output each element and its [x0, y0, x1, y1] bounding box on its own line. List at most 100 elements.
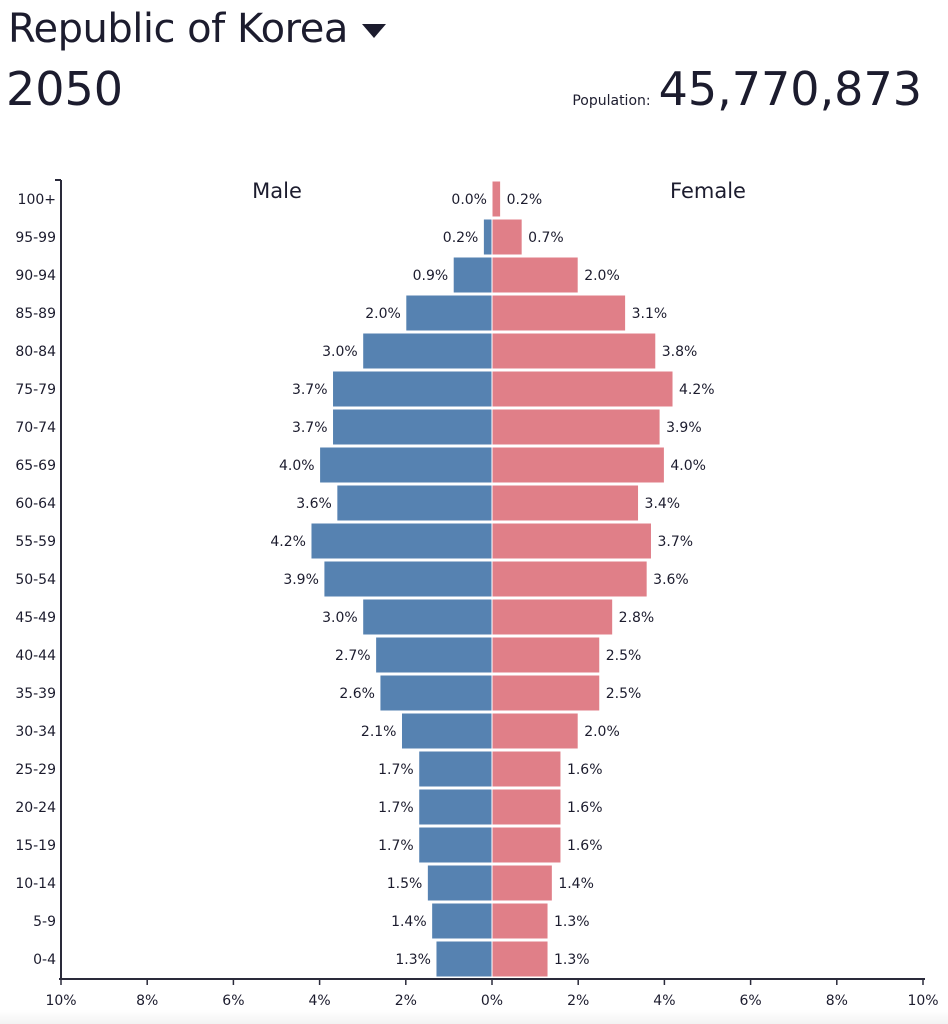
country-name: Republic of Korea: [8, 6, 348, 52]
population-value: 45,770,873: [658, 62, 922, 116]
label-male-60-64: 3.6%: [296, 496, 332, 512]
bar-male-95-99: [482, 218, 493, 256]
label-male-65-69: 4.0%: [279, 458, 315, 474]
caret-down-icon: [361, 24, 386, 38]
bar-female-10-14: [491, 864, 553, 902]
label-female-10-14: 1.4%: [558, 876, 594, 892]
x-tick-label: 8%: [136, 993, 158, 1009]
bar-female-15-19: [491, 826, 562, 864]
label-female-5-9: 1.3%: [554, 914, 590, 930]
bar-male-75-79: [332, 370, 493, 408]
bar-female-25-29: [491, 750, 562, 788]
label-female-55-59: 3.7%: [657, 534, 693, 550]
bar-female-30-34: [491, 712, 579, 750]
label-female-70-74: 3.9%: [666, 420, 702, 436]
x-tick-label: 4%: [653, 993, 675, 1009]
x-tick-label: 2%: [567, 993, 589, 1009]
population-label: Population:: [572, 93, 651, 109]
age-label-55-59: 55-59: [15, 534, 56, 550]
age-label-40-44: 40-44: [15, 648, 56, 664]
age-label-65-69: 65-69: [15, 458, 56, 474]
label-male-75-79: 3.7%: [292, 382, 328, 398]
label-male-45-49: 3.0%: [322, 610, 358, 626]
bar-female-65-69: [491, 446, 665, 484]
age-label-100+: 100+: [18, 192, 56, 208]
x-tick-label: 0%: [481, 993, 503, 1009]
label-male-40-44: 2.7%: [335, 648, 371, 664]
label-male-25-29: 1.7%: [378, 762, 414, 778]
label-male-15-19: 1.7%: [378, 838, 414, 854]
bar-female-40-44: [491, 636, 601, 674]
bar-female-70-74: [491, 408, 661, 446]
age-label-25-29: 25-29: [15, 762, 56, 778]
label-male-30-34: 2.1%: [361, 724, 397, 740]
bar-male-40-44: [375, 636, 493, 674]
label-female-50-54: 3.6%: [653, 572, 689, 588]
label-male-50-54: 3.9%: [283, 572, 319, 588]
age-label-95-99: 95-99: [15, 230, 56, 246]
age-label-80-84: 80-84: [15, 344, 56, 360]
label-female-95-99: 0.7%: [528, 230, 564, 246]
x-tick-label: 6%: [739, 993, 761, 1009]
age-label-85-89: 85-89: [15, 306, 56, 322]
bar-female-90-94: [491, 256, 579, 294]
x-tick-label: 10%: [907, 993, 938, 1009]
label-male-0-4: 1.3%: [395, 952, 431, 968]
bar-male-85-89: [405, 294, 493, 332]
label-female-80-84: 3.8%: [662, 344, 698, 360]
label-male-35-39: 2.6%: [339, 686, 375, 702]
age-label-50-54: 50-54: [15, 572, 56, 588]
bar-female-50-54: [491, 560, 648, 598]
population-summary: Population: 45,770,873: [572, 62, 922, 116]
footer-strip: [0, 1010, 948, 1024]
bar-female-45-49: [491, 598, 614, 636]
year-label: 2050: [6, 62, 124, 116]
label-female-40-44: 2.5%: [606, 648, 642, 664]
age-label-10-14: 10-14: [15, 876, 56, 892]
label-male-85-89: 2.0%: [365, 306, 401, 322]
bar-male-10-14: [426, 864, 493, 902]
age-label-35-39: 35-39: [15, 686, 56, 702]
bar-male-5-9: [431, 902, 493, 940]
x-tick-label: 4%: [308, 993, 330, 1009]
label-male-90-94: 0.9%: [413, 268, 449, 284]
legend-female: Female: [670, 179, 746, 203]
bar-male-35-39: [379, 674, 493, 712]
bar-female-85-89: [491, 294, 627, 332]
age-label-45-49: 45-49: [15, 610, 56, 626]
bar-male-70-74: [332, 408, 493, 446]
age-label-75-79: 75-79: [15, 382, 56, 398]
bar-female-95-99: [491, 218, 523, 256]
label-female-25-29: 1.6%: [567, 762, 603, 778]
country-selector[interactable]: Republic of Korea: [8, 6, 386, 52]
bar-female-100+: [491, 180, 502, 218]
bar-female-80-84: [491, 332, 657, 370]
label-female-30-34: 2.0%: [584, 724, 620, 740]
age-label-0-4: 0-4: [33, 952, 56, 968]
label-male-80-84: 3.0%: [322, 344, 358, 360]
bar-male-60-64: [336, 484, 493, 522]
label-female-100+: 0.2%: [507, 192, 543, 208]
age-label-20-24: 20-24: [15, 800, 56, 816]
age-label-5-9: 5-9: [33, 914, 56, 930]
label-female-20-24: 1.6%: [567, 800, 603, 816]
bar-male-20-24: [418, 788, 493, 826]
bar-male-25-29: [418, 750, 493, 788]
label-male-10-14: 1.5%: [387, 876, 423, 892]
bar-male-0-4: [435, 940, 493, 978]
bar-male-50-54: [323, 560, 493, 598]
label-female-15-19: 1.6%: [567, 838, 603, 854]
label-male-100+: 0.0%: [451, 192, 487, 208]
bar-male-30-34: [400, 712, 493, 750]
bar-male-65-69: [319, 446, 493, 484]
age-label-90-94: 90-94: [15, 268, 56, 284]
label-female-0-4: 1.3%: [554, 952, 590, 968]
label-female-35-39: 2.5%: [606, 686, 642, 702]
label-female-90-94: 2.0%: [584, 268, 620, 284]
label-female-45-49: 2.8%: [619, 610, 655, 626]
label-male-55-59: 4.2%: [270, 534, 306, 550]
label-male-95-99: 0.2%: [443, 230, 479, 246]
label-male-20-24: 1.7%: [378, 800, 414, 816]
bar-female-75-79: [491, 370, 674, 408]
